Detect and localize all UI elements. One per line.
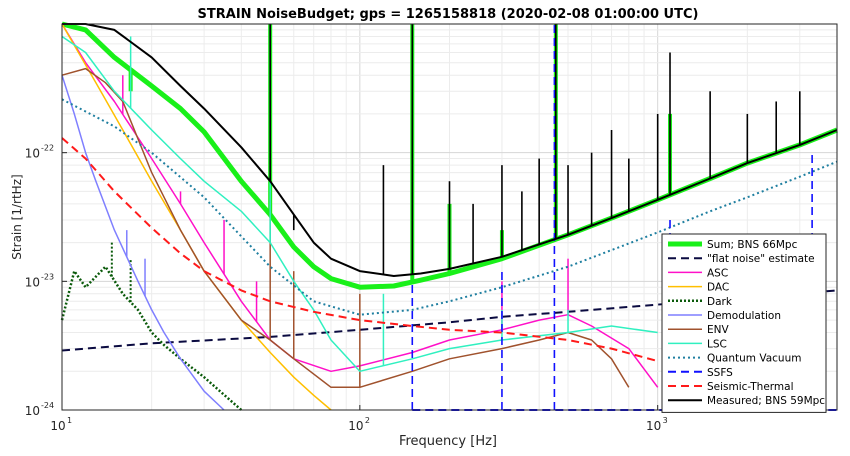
legend-label: ENV (707, 324, 729, 336)
legend-label: "flat noise" estimate (707, 253, 815, 265)
x-axis-label: Frequency [Hz] (399, 434, 497, 449)
series-line-5 (61, 74, 225, 411)
series-line-7 (61, 35, 658, 373)
y-tick-label: 10 (25, 275, 40, 289)
series-line-11 (62, 23, 838, 277)
legend-label: ASC (707, 267, 728, 279)
y-tick-exponent: -23 (41, 272, 54, 281)
plot-frame (61, 23, 838, 411)
x-tick-label: 10 (348, 419, 363, 433)
y-tick-label: 10 (25, 404, 40, 418)
legend: Sum; BNS 66Mpc "flat noise" estimate ASC DA… (661, 233, 827, 413)
x-tick-exponent: 3 (663, 416, 668, 425)
legend-label: DAC (707, 282, 729, 294)
y-tick-label: 10 (25, 147, 40, 161)
x-tick-label: 10 (50, 419, 65, 433)
x-tick-exponent: 1 (67, 416, 72, 425)
series-line-10 (61, 137, 658, 363)
series-line-3 (61, 23, 332, 411)
y-axis-label: Strain [1/rtHz] (10, 174, 24, 259)
legend-label: Measured; BNS 59Mpc (707, 395, 825, 407)
x-tick-label: 10 (646, 419, 661, 433)
legend-label: Dark (707, 296, 733, 308)
series-line-8 (61, 98, 838, 316)
legend-label: Quantum Vacuum (707, 353, 801, 365)
y-tick-exponent: -22 (41, 144, 54, 153)
legend-label: Sum; BNS 66Mpc (707, 239, 798, 251)
y-tick-exponent: -24 (41, 401, 54, 410)
legend-box (661, 233, 827, 413)
series-line-4 (60, 265, 243, 411)
legend-label: SSFS (707, 367, 733, 379)
legend-label: Seismic-Thermal (707, 381, 794, 393)
x-tick-exponent: 2 (365, 416, 370, 425)
legend-label: LSC (707, 338, 727, 350)
series-line-6 (61, 67, 630, 389)
chart-title: STRAIN NoiseBudget; gps = 1265158818 (20… (198, 7, 699, 22)
legend-label: Demodulation (707, 310, 781, 322)
